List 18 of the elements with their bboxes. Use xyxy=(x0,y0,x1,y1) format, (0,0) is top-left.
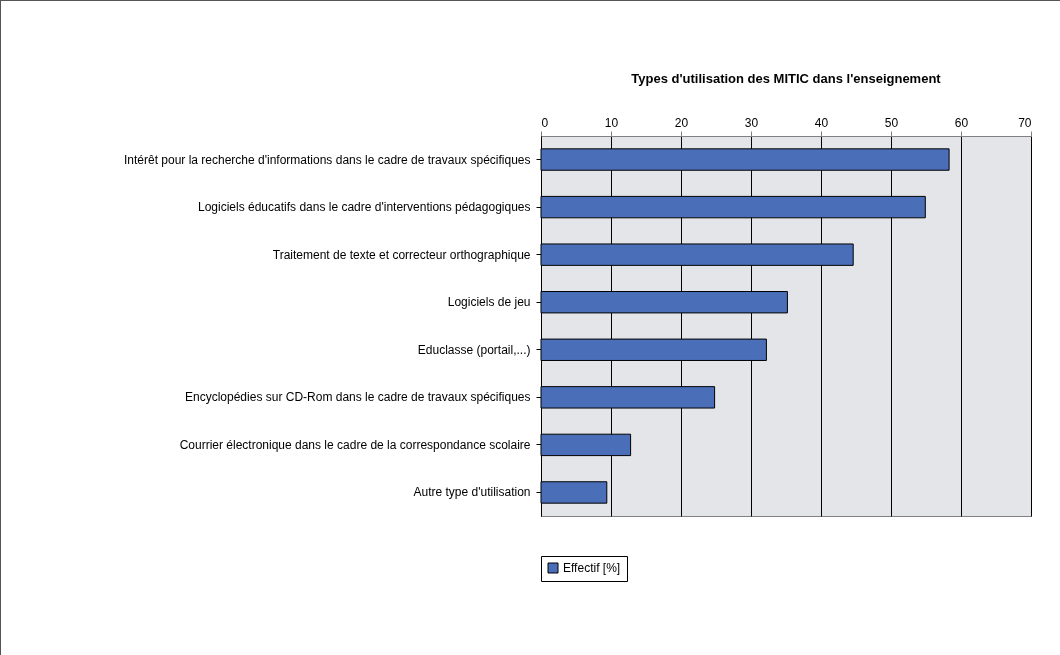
x-tick-label: 20 xyxy=(674,115,689,130)
x-tick-label: 30 xyxy=(744,115,759,130)
y-tick-label: Encyclopédies sur CD-Rom dans le cadre de travaux spécifiques xyxy=(185,390,531,405)
x-tick-label: 40 xyxy=(814,115,829,130)
y-tick-label: Courrier électronique dans le cadre de la correspondance scolaire xyxy=(179,437,531,452)
x-tick-label: 70 xyxy=(1018,115,1032,130)
x-tick-label: 0 xyxy=(541,115,549,130)
x-tick-label: 10 xyxy=(604,115,619,130)
y-tick-label: Intérêt pour la recherche d'informations dans le cadre de travaux spécifiques xyxy=(123,152,531,167)
legend-label: Effectif [%] xyxy=(563,561,621,575)
y-tick-label: Traitement de texte et correcteur orthographique xyxy=(272,247,531,262)
chart-title: Types d'utilisation des MITIC dans l'enseignement xyxy=(631,71,942,86)
y-tick-label: Educlasse (portail,...) xyxy=(417,342,531,357)
y-tick-label: Autre type d'utilisation xyxy=(413,485,531,500)
y-tick-label: Logiciels de jeu xyxy=(447,295,531,310)
x-tick-label: 50 xyxy=(884,115,899,130)
y-tick-label: Logiciels éducatifs dans le cadre d'interventions pédagogiques xyxy=(197,200,531,215)
x-tick-label: 60 xyxy=(954,115,969,130)
